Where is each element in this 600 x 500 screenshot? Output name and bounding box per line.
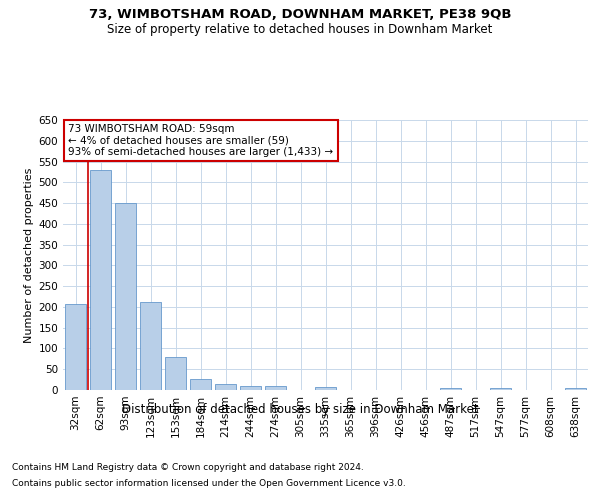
Text: Contains public sector information licensed under the Open Government Licence v3: Contains public sector information licen…: [12, 478, 406, 488]
Bar: [215, 384, 236, 390]
Text: 73, WIMBOTSHAM ROAD, DOWNHAM MARKET, PE38 9QB: 73, WIMBOTSHAM ROAD, DOWNHAM MARKET, PE3…: [89, 8, 511, 20]
Bar: [265, 386, 286, 390]
Text: Contains HM Land Registry data © Crown copyright and database right 2024.: Contains HM Land Registry data © Crown c…: [12, 464, 364, 472]
Bar: [240, 386, 261, 390]
Bar: [315, 387, 336, 390]
Text: Size of property relative to detached houses in Downham Market: Size of property relative to detached ho…: [107, 22, 493, 36]
Bar: [165, 357, 186, 390]
Bar: [90, 170, 111, 390]
Text: 73 WIMBOTSHAM ROAD: 59sqm
← 4% of detached houses are smaller (59)
93% of semi-d: 73 WIMBOTSHAM ROAD: 59sqm ← 4% of detach…: [68, 124, 334, 157]
Bar: [440, 388, 461, 390]
Bar: [140, 302, 161, 390]
Y-axis label: Number of detached properties: Number of detached properties: [24, 168, 34, 342]
Text: Distribution of detached houses by size in Downham Market: Distribution of detached houses by size …: [122, 402, 478, 415]
Bar: [565, 388, 586, 390]
Bar: [490, 388, 511, 390]
Bar: [65, 304, 86, 390]
Bar: [115, 203, 136, 390]
Bar: [190, 379, 211, 390]
